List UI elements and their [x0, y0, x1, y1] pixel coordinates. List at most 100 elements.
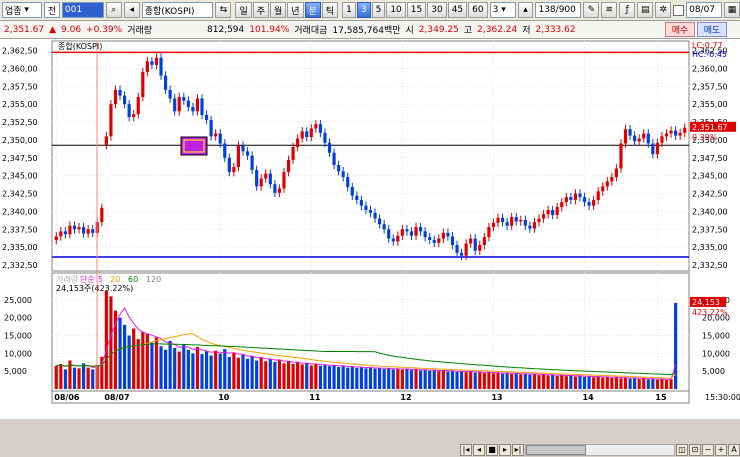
buy-button[interactable]: 매수: [665, 22, 695, 37]
volume-bar: [104, 291, 108, 389]
compare-icon[interactable]: ≋: [601, 2, 618, 18]
scroll-stop-button[interactable]: ■: [486, 444, 498, 456]
low-label: 저: [522, 26, 531, 36]
volume-bar: [450, 370, 455, 389]
price-tick-label-right: 2,340,00: [692, 207, 728, 216]
scroll-first-button[interactable]: |◂: [460, 444, 472, 456]
chart-svg[interactable]: 2,362,50 2,360,00 2,357,50 2,355,00 2,352,50…: [0, 39, 740, 419]
zoom-reset-button[interactable]: ◫: [676, 444, 688, 456]
volume-tick-label-right: 5,000: [702, 367, 725, 376]
date-checkbox[interactable]: [673, 4, 685, 16]
interval-30[interactable]: 30: [427, 2, 447, 18]
candle-body: [578, 193, 582, 198]
period-tick[interactable]: 틱: [321, 2, 339, 18]
zoom-out-button[interactable]: −: [702, 444, 714, 456]
volume-bar: [150, 342, 154, 389]
volume-bar: [546, 375, 550, 389]
price-tick-label-right: 2,357,50: [692, 82, 728, 91]
current-price-tag: [690, 121, 736, 132]
price-tick-label-left: 2,355,00: [2, 100, 38, 109]
indicator-icon[interactable]: ƒ: [619, 2, 636, 18]
interval-30-label: 30: [431, 5, 443, 15]
candle-body: [582, 197, 587, 203]
chart-scrollbar[interactable]: |◂ ◂ ■ ▸ ▸| ◫ ⊡ − + A: [460, 443, 740, 457]
interval-1[interactable]: 1: [342, 2, 356, 18]
volume-bar: [387, 368, 391, 389]
volume-bar: [359, 367, 363, 389]
candle-body: [282, 172, 286, 189]
interval-3[interactable]: 3: [356, 2, 371, 18]
market-type-select[interactable]: 업종 ▾: [2, 2, 42, 18]
candle-body: [623, 129, 628, 144]
scroll-thumb[interactable]: [526, 445, 586, 455]
chart-area[interactable]: 2,362,50 2,360,00 2,357,50 2,355,00 2,352,50…: [0, 39, 740, 456]
period-month[interactable]: 월: [270, 2, 287, 18]
settings-icon[interactable]: ✲: [655, 2, 672, 18]
scroll-track[interactable]: [525, 444, 675, 456]
calendar-icon[interactable]: ▦: [724, 2, 740, 18]
candle-body: [596, 191, 600, 200]
tools-icon[interactable]: ✎: [583, 2, 600, 18]
interval-10[interactable]: 10: [386, 2, 406, 18]
interval-15[interactable]: 15: [406, 2, 427, 18]
price-tick-label-left: 2,337,50: [2, 225, 38, 234]
interval-input[interactable]: 3 ▾: [489, 2, 516, 18]
print-icon[interactable]: ▤: [637, 2, 654, 18]
period-year[interactable]: 년: [287, 2, 304, 18]
candle-body: [387, 229, 391, 239]
volume-bar: [300, 364, 304, 389]
x-tick-label: 14: [583, 393, 595, 402]
volume-bar: [592, 377, 596, 389]
candle-body: [122, 95, 127, 105]
volume-bar: [82, 363, 86, 389]
price-tick-label-left: 2,350,00: [2, 136, 38, 145]
date-input[interactable]: 08/07: [686, 2, 722, 18]
candle-body: [391, 238, 395, 242]
candle-body: [136, 97, 140, 115]
time-label: 15:30:00: [705, 393, 740, 402]
candle-body: [182, 97, 186, 101]
volume-bar: [378, 367, 382, 389]
scroll-last-button[interactable]: ▸|: [512, 444, 524, 456]
scroll-next-button[interactable]: ▸: [499, 444, 511, 456]
period-day[interactable]: 일: [235, 2, 252, 18]
step-up-icon[interactable]: ▴: [517, 2, 534, 18]
interval-45[interactable]: 45: [447, 2, 468, 18]
volume-bar: [455, 371, 459, 389]
search-icon[interactable]: ⌕: [105, 2, 122, 18]
volume-ma-line: [56, 307, 677, 380]
selection-box[interactable]: [180, 136, 208, 156]
candle-body: [77, 227, 81, 230]
price-tick-label-left: 2,360,00: [2, 64, 38, 73]
sync-icon[interactable]: ⇆: [215, 2, 232, 18]
candle-body: [514, 217, 518, 222]
scroll-prev-button[interactable]: ◂: [473, 444, 485, 456]
price-tick-label-right: 2,345,00: [692, 172, 728, 181]
speaker-icon[interactable]: ◂: [123, 2, 140, 18]
volume-bar: [633, 377, 637, 389]
volume-bar: [391, 369, 395, 389]
volume-tick-label-left: 15,000: [4, 332, 32, 341]
zoom-fit-button[interactable]: ⊡: [689, 444, 701, 456]
volume-bar: [669, 379, 673, 389]
volume-bar: [651, 378, 655, 389]
period-week[interactable]: 주: [252, 2, 269, 18]
period-minute[interactable]: 분: [304, 2, 321, 18]
font-size-button[interactable]: A: [728, 444, 740, 456]
volume-bar: [136, 339, 140, 389]
search-mode-select[interactable]: 전: [43, 2, 60, 18]
sell-button[interactable]: 매도: [697, 22, 727, 37]
volume-bar: [428, 370, 432, 389]
volume-bar: [122, 324, 127, 389]
volume-bar: [218, 353, 222, 389]
volume-current-text: 24,153주(423.22%): [56, 284, 133, 293]
candle-body: [268, 173, 272, 185]
high-label: 고: [463, 26, 473, 36]
code-input[interactable]: 001: [61, 2, 104, 18]
zoom-in-button[interactable]: +: [715, 444, 727, 456]
volume-bar: [619, 378, 623, 389]
interval-60[interactable]: 60: [468, 2, 488, 18]
interval-5[interactable]: 5: [371, 2, 386, 18]
x-tick-label: 15: [655, 393, 667, 402]
